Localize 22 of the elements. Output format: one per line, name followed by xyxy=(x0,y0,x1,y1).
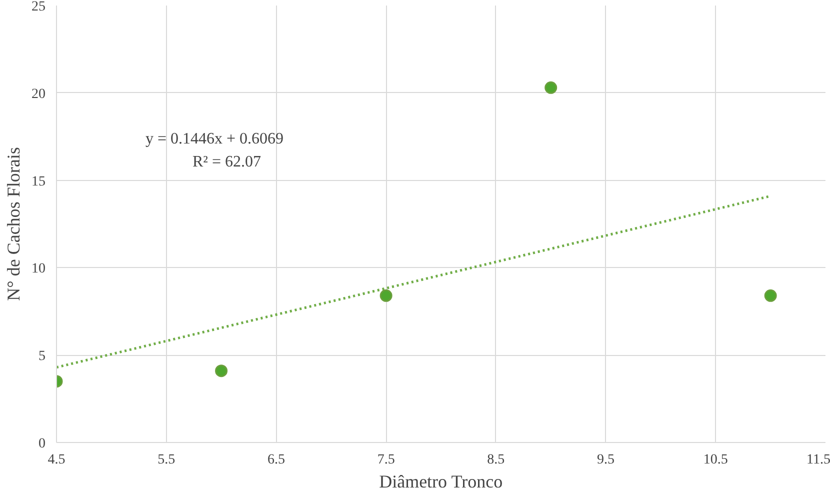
y-tick-label: 15 xyxy=(32,174,46,190)
y-tick-label: 10 xyxy=(32,262,46,277)
point xyxy=(764,289,777,302)
point xyxy=(215,364,228,378)
y-tick-label: 20 xyxy=(32,86,46,102)
x-tick-label: 10.5 xyxy=(703,452,728,468)
x-tick-label: 11.5 xyxy=(806,452,830,468)
x-tick-label: 9.5 xyxy=(597,452,615,468)
y-tick-label: 0 xyxy=(38,436,46,452)
y-tick-label: 5 xyxy=(38,349,46,364)
y-tick-label: 25 xyxy=(32,0,46,14)
x-axis-title: Diâmetro Tronco xyxy=(379,472,503,492)
x-tick-label: 7.5 xyxy=(377,452,395,468)
y-axis-title: N° de Cachos Florais xyxy=(4,147,24,301)
x-tick-label: 6.5 xyxy=(267,452,285,468)
point xyxy=(380,289,392,302)
x-tick-label: 4.5 xyxy=(48,452,66,468)
annotation: y = 0.1446x + 0.6069 xyxy=(146,130,284,148)
point xyxy=(544,81,558,94)
x-tick-label: 5.5 xyxy=(158,452,176,468)
x-tick-label: 8.5 xyxy=(487,452,505,468)
annotation: R² = 62.07 xyxy=(192,154,261,170)
